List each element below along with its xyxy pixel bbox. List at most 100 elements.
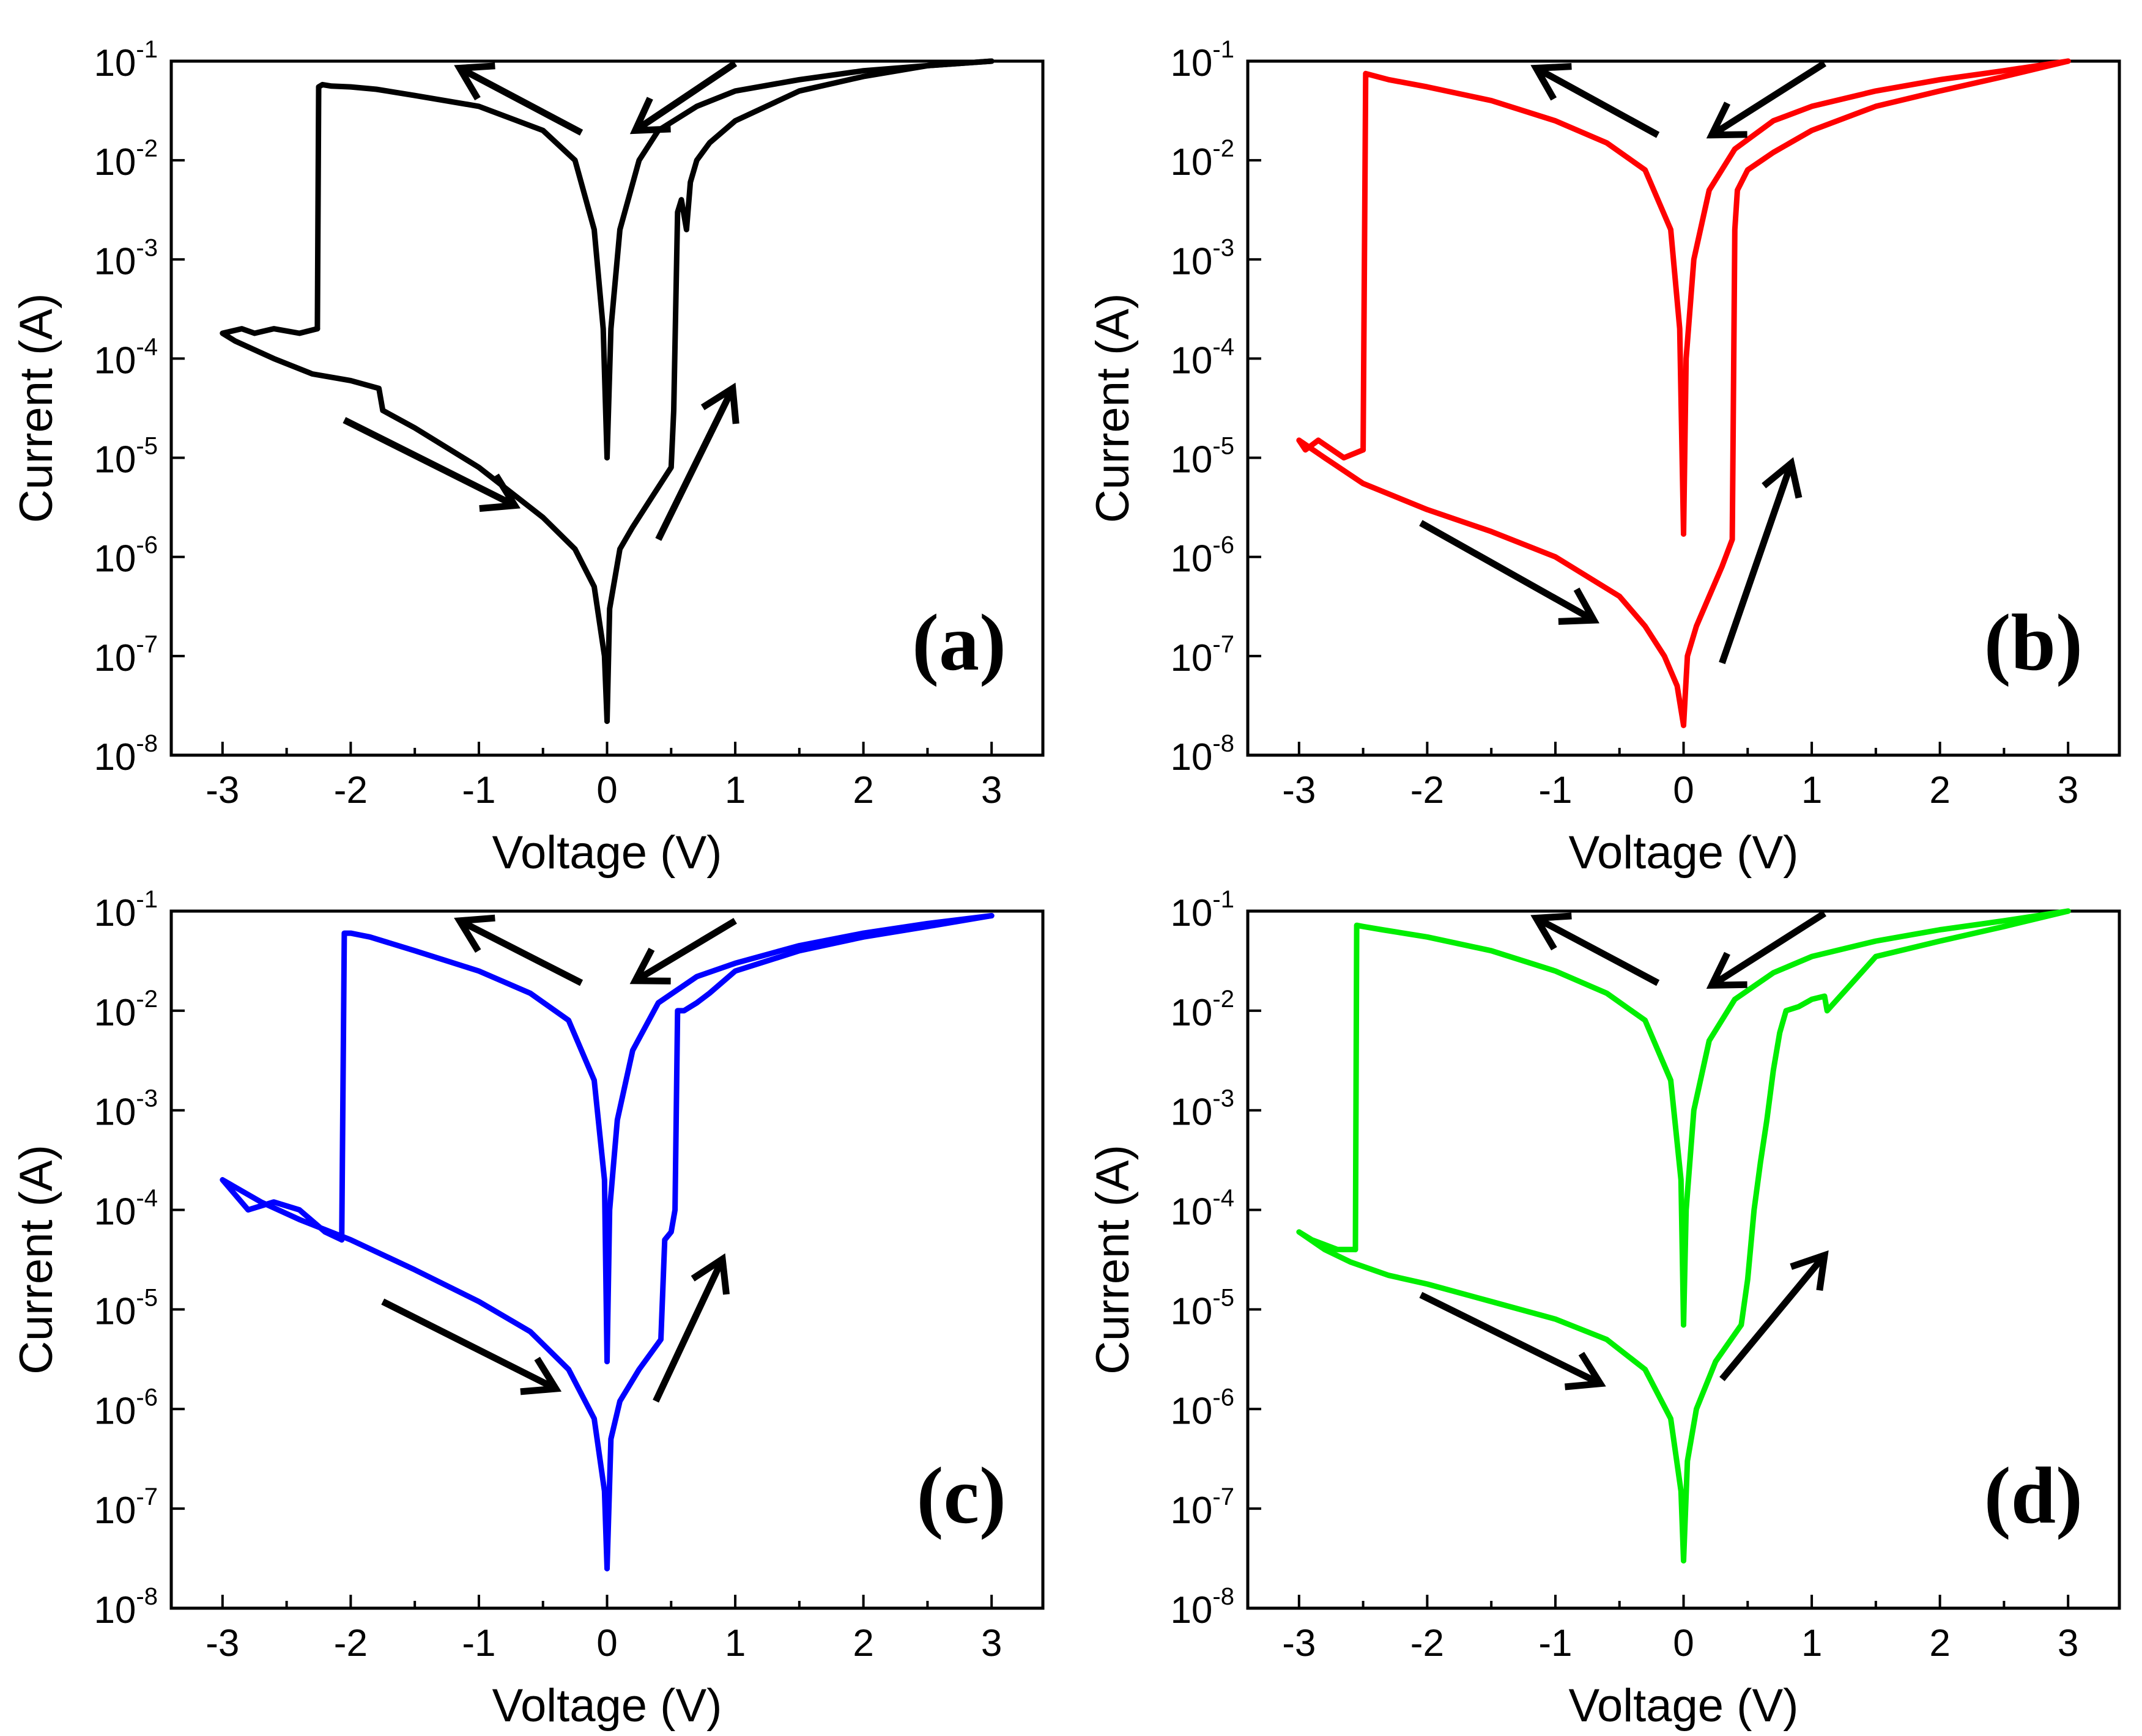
series-sweep-3 bbox=[1360, 70, 1686, 537]
direction-arrow bbox=[1719, 1250, 1829, 1381]
series-sweep-1 bbox=[1681, 58, 2071, 728]
x-axis-title: Voltage (V) bbox=[492, 827, 722, 879]
chart-panel-2: -3 -2 -1 0 1 2 3 10-8 10-7 10-6 10-5 10-4 10-3 10-2 10… bbox=[1087, 36, 2121, 879]
x-tick-label: -3 bbox=[206, 769, 239, 811]
y-tick-label: 10-8 bbox=[1170, 730, 1234, 778]
y-tick-label: 10-7 bbox=[1170, 1483, 1234, 1532]
direction-arrow bbox=[343, 417, 521, 512]
series-sweep-3 bbox=[314, 81, 610, 461]
direction-arrow bbox=[1419, 1291, 1606, 1391]
x-tick-label: -1 bbox=[1538, 1622, 1572, 1664]
y-tick-label: 10-1 bbox=[94, 36, 158, 84]
x-tick-label: -3 bbox=[1282, 1622, 1316, 1664]
y-tick-label: 10-5 bbox=[94, 1284, 158, 1332]
direction-arrow bbox=[1706, 910, 1826, 989]
series-sweep-3 bbox=[1352, 922, 1686, 1328]
x-tick-label: -3 bbox=[1282, 769, 1316, 811]
y-tick-label: 10-3 bbox=[94, 1085, 158, 1134]
panel-label: (d) bbox=[1984, 1450, 2083, 1540]
direction-arrow bbox=[1530, 912, 1660, 986]
y-axis-title: Current (A) bbox=[10, 294, 62, 523]
x-tick-label: -2 bbox=[334, 1622, 368, 1664]
y-tick-label: 10-7 bbox=[1170, 631, 1234, 679]
x-tick-label: 2 bbox=[1929, 769, 1950, 811]
y-tick-label: 10-1 bbox=[94, 886, 158, 934]
y-tick-label: 10-6 bbox=[1170, 1384, 1234, 1432]
direction-arrow bbox=[1530, 63, 1660, 138]
y-axis-title: Current (A) bbox=[10, 1145, 62, 1375]
series-sweep-1 bbox=[1681, 908, 2071, 1564]
chart-panel-3: -3 -2 -1 0 1 2 3 10-8 10-7 10-6 10-5 10-4 10-3 10-2 10… bbox=[10, 886, 1045, 1732]
y-tick-label: 10-7 bbox=[94, 1483, 158, 1532]
series-sweep-4 bbox=[1296, 1229, 1686, 1564]
x-tick-label: -2 bbox=[1410, 1622, 1444, 1664]
y-tick-label: 10-2 bbox=[94, 135, 158, 183]
x-tick-label: -1 bbox=[462, 1622, 495, 1664]
direction-arrow bbox=[653, 1253, 730, 1403]
y-tick-label: 10-8 bbox=[94, 730, 158, 778]
x-tick-label: 1 bbox=[1801, 769, 1822, 811]
direction-arrow bbox=[454, 62, 584, 136]
series-sweep-2 bbox=[1681, 908, 2071, 1328]
y-tick-label: 10-4 bbox=[94, 333, 158, 382]
x-tick-label: 0 bbox=[596, 769, 617, 811]
panel-label: (a) bbox=[912, 597, 1006, 687]
x-tick-label: 3 bbox=[981, 769, 1002, 811]
direction-arrow bbox=[655, 382, 739, 541]
y-axis-title: Current (A) bbox=[1087, 1145, 1139, 1375]
direction-arrow bbox=[1706, 60, 1826, 139]
y-tick-label: 10-6 bbox=[1170, 532, 1234, 580]
x-tick-label: -2 bbox=[1410, 769, 1444, 811]
y-tick-label: 10-3 bbox=[1170, 234, 1234, 283]
y-tick-label: 10-6 bbox=[94, 1384, 158, 1432]
series-sweep-4 bbox=[220, 326, 610, 724]
series-sweep-4 bbox=[1296, 437, 1686, 728]
y-tick-label: 10-2 bbox=[1170, 986, 1234, 1034]
y-tick-label: 10-5 bbox=[1170, 433, 1234, 481]
series-sweep-2 bbox=[1681, 58, 2071, 537]
direction-arrow bbox=[1419, 520, 1599, 625]
direction-arrow bbox=[1719, 457, 1803, 665]
y-tick-label: 10-2 bbox=[1170, 135, 1234, 183]
y-axis-title: Current (A) bbox=[1087, 294, 1139, 523]
y-tick-label: 10-8 bbox=[1170, 1583, 1234, 1631]
panel-label: (c) bbox=[916, 1450, 1006, 1540]
x-tick-label: 1 bbox=[1801, 1622, 1822, 1664]
series-sweep-4 bbox=[220, 1177, 610, 1572]
y-tick-label: 10-2 bbox=[94, 986, 158, 1034]
direction-arrow bbox=[381, 1298, 562, 1395]
x-tick-label: -3 bbox=[206, 1622, 239, 1664]
series-sweep-2 bbox=[604, 58, 995, 461]
x-tick-label: 3 bbox=[2058, 1622, 2078, 1664]
chart-panel-1: -3 -2 -1 0 1 2 3 10-8 10-7 10-6 10-5 10-4 10-3 10-2 10… bbox=[10, 36, 1045, 879]
series-sweep-1 bbox=[604, 913, 995, 1572]
x-tick-label: 3 bbox=[2058, 769, 2078, 811]
direction-arrow bbox=[629, 918, 737, 984]
chart-panel-4: -3 -2 -1 0 1 2 3 10-8 10-7 10-6 10-5 10-4 10-3 10-2 10… bbox=[1087, 886, 2121, 1732]
y-tick-label: 10-8 bbox=[94, 1583, 158, 1631]
x-tick-label: 2 bbox=[853, 1622, 873, 1664]
x-tick-label: 0 bbox=[1673, 769, 1694, 811]
direction-arrow bbox=[454, 914, 584, 986]
x-axis-title: Voltage (V) bbox=[1569, 827, 1799, 879]
x-tick-label: -1 bbox=[1538, 769, 1572, 811]
series-sweep-2 bbox=[604, 913, 995, 1365]
y-tick-label: 10-4 bbox=[1170, 333, 1234, 382]
x-axis-title: Voltage (V) bbox=[492, 1680, 722, 1732]
x-tick-label: 2 bbox=[853, 769, 873, 811]
y-tick-label: 10-1 bbox=[1170, 36, 1234, 84]
x-tick-label: 1 bbox=[725, 769, 746, 811]
y-tick-label: 10-5 bbox=[1170, 1284, 1234, 1332]
x-axis-title: Voltage (V) bbox=[1569, 1680, 1799, 1732]
series-sweep-1 bbox=[604, 58, 995, 724]
y-tick-label: 10-4 bbox=[1170, 1185, 1234, 1233]
x-tick-label: 1 bbox=[725, 1622, 746, 1664]
y-tick-label: 10-3 bbox=[94, 234, 158, 283]
y-tick-label: 10-3 bbox=[1170, 1085, 1234, 1134]
series-sweep-3 bbox=[339, 930, 610, 1365]
y-tick-label: 10-7 bbox=[94, 631, 158, 679]
y-tick-label: 10-1 bbox=[1170, 886, 1234, 934]
x-tick-label: -2 bbox=[334, 769, 368, 811]
x-tick-label: 3 bbox=[981, 1622, 1002, 1664]
